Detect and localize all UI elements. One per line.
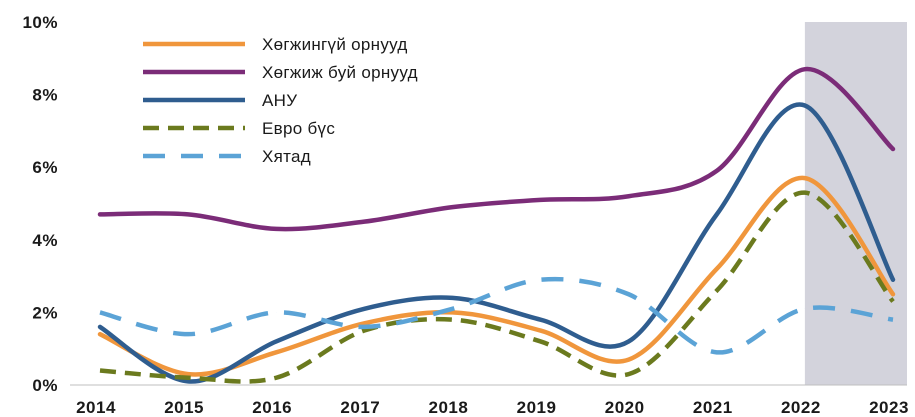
y-tick-label: 4% [32,231,58,250]
y-tick-label: 0% [32,376,58,395]
x-tick-label: 2017 [340,398,380,417]
series-line-1 [97,175,896,377]
series-line-5 [99,276,894,355]
y-tick-label: 8% [32,86,58,105]
x-tick-label: 2016 [252,398,292,417]
x-tick-label: 2022 [781,398,821,417]
legend-label: Хөгжингүй орнууд [262,35,408,54]
x-tick-label: 2018 [429,398,469,417]
x-tick-label: 2023 [869,398,909,417]
x-tick-label: 2020 [605,398,645,417]
legend-label: Евро бүс [262,119,335,138]
y-tick-label: 2% [32,303,58,322]
forecast-shaded-region [804,22,907,385]
x-tick-label: 2019 [517,398,557,417]
x-tick-label: 2014 [76,398,116,417]
x-tick-label: 2015 [164,398,204,417]
legend-label: Хятад [262,147,311,166]
series-line-3 [97,102,896,384]
y-tick-label: 6% [32,158,58,177]
x-tick-label: 2021 [693,398,733,417]
y-tick-label: 10% [22,13,58,32]
series-line-4 [99,190,895,384]
legend-label: Хөгжиж буй орнууд [262,63,418,82]
legend-label: АНУ [262,91,297,110]
series-line-2 [97,66,896,232]
